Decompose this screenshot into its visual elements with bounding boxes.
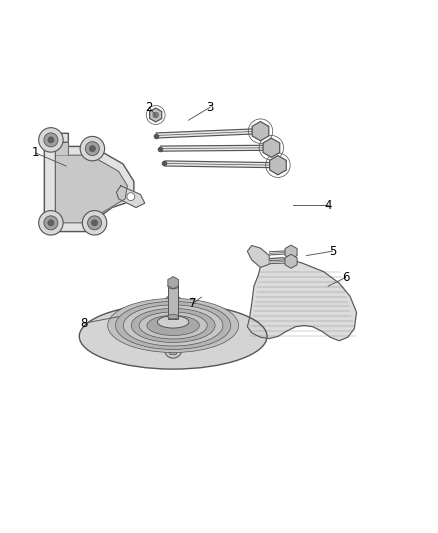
Circle shape <box>164 295 182 312</box>
Polygon shape <box>167 344 179 354</box>
Circle shape <box>127 193 135 200</box>
Circle shape <box>170 347 176 352</box>
Circle shape <box>212 312 230 330</box>
Polygon shape <box>44 133 134 231</box>
Polygon shape <box>168 286 178 319</box>
Circle shape <box>219 318 224 324</box>
Circle shape <box>80 136 105 161</box>
Text: 7: 7 <box>189 297 197 310</box>
Circle shape <box>39 211 63 235</box>
Polygon shape <box>285 245 297 259</box>
Circle shape <box>48 220 54 226</box>
Ellipse shape <box>168 284 178 289</box>
Circle shape <box>89 146 95 152</box>
Text: 4: 4 <box>325 199 332 212</box>
Circle shape <box>164 341 182 358</box>
Circle shape <box>39 128 63 152</box>
Polygon shape <box>252 122 269 141</box>
Ellipse shape <box>168 314 178 319</box>
Polygon shape <box>167 298 179 309</box>
Ellipse shape <box>79 304 267 369</box>
Circle shape <box>85 142 99 156</box>
Polygon shape <box>247 246 269 268</box>
Text: 3: 3 <box>207 101 214 114</box>
Ellipse shape <box>139 312 207 339</box>
Ellipse shape <box>124 305 223 346</box>
Polygon shape <box>150 108 162 122</box>
Text: 1: 1 <box>32 147 39 159</box>
Ellipse shape <box>108 298 239 352</box>
Text: 6: 6 <box>342 271 350 284</box>
Text: 5: 5 <box>329 245 336 258</box>
Text: 2: 2 <box>145 101 153 114</box>
Circle shape <box>88 216 102 230</box>
Ellipse shape <box>131 309 215 343</box>
Circle shape <box>170 301 176 306</box>
Circle shape <box>44 133 58 147</box>
Ellipse shape <box>116 302 231 350</box>
Polygon shape <box>168 277 178 289</box>
Polygon shape <box>285 254 297 268</box>
Polygon shape <box>120 312 131 321</box>
Circle shape <box>48 137 54 143</box>
Circle shape <box>92 220 98 226</box>
Circle shape <box>44 216 58 230</box>
Polygon shape <box>270 156 286 175</box>
Text: 8: 8 <box>80 317 87 330</box>
Polygon shape <box>263 138 280 157</box>
Polygon shape <box>247 258 357 341</box>
Polygon shape <box>215 316 227 326</box>
Polygon shape <box>117 185 145 207</box>
Circle shape <box>82 211 107 235</box>
Circle shape <box>153 112 159 118</box>
Ellipse shape <box>147 316 199 335</box>
Ellipse shape <box>157 316 189 328</box>
Circle shape <box>123 314 128 319</box>
Polygon shape <box>55 142 127 223</box>
Circle shape <box>117 308 134 326</box>
